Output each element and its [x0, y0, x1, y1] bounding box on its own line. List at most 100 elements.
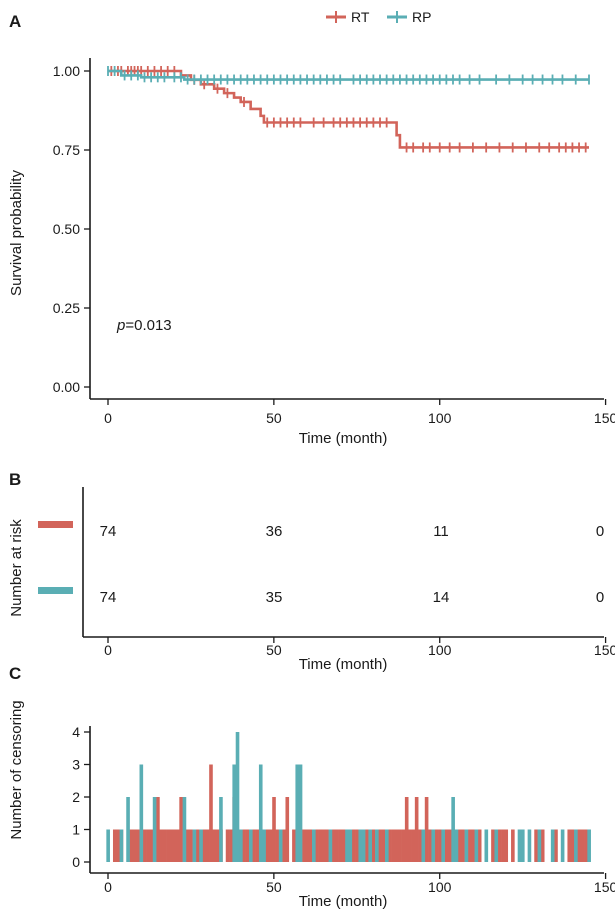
censor-bar-rp [454, 829, 459, 862]
censor-bar-rt [401, 829, 406, 862]
legend-label: RP [412, 9, 431, 25]
censor-bar-rt [471, 829, 475, 862]
censor-bar-rt [408, 829, 412, 862]
censor-bar-rt [584, 829, 588, 862]
censor-bar-rt [411, 829, 416, 862]
censor-bar-rt [398, 829, 402, 862]
censor-bar-rt [282, 829, 286, 862]
censor-bar-rp [106, 829, 110, 862]
censor-bar-rt [166, 829, 170, 862]
legend-label: RT [351, 9, 370, 25]
censor-bar-rp [239, 829, 243, 862]
censor-bar-rp [375, 829, 379, 862]
panel-c-y-tick-label: 4 [72, 724, 80, 740]
censor-bar-rt [302, 829, 306, 862]
censor-bar-rp [574, 829, 578, 862]
censor-bar-rp [484, 829, 489, 862]
censor-bar-rp [262, 829, 266, 862]
censor-bar-rp [550, 829, 555, 862]
censor-bar-rp [527, 829, 532, 862]
panel-b-ylabel: Number at risk [8, 519, 25, 617]
censor-bar-rt [202, 829, 207, 862]
censor-bar-rp [348, 829, 353, 862]
censor-bar-rt [112, 829, 117, 862]
censor-bar-rt [567, 829, 572, 862]
censor-bar-rt [504, 829, 509, 862]
censor-bar-rt [331, 829, 336, 862]
censor-bar-rp [358, 829, 363, 862]
censor-bar-rp [441, 829, 445, 862]
censor-bar-rt [418, 829, 422, 862]
censor-bar-rt [338, 829, 343, 862]
legend: RT RP [326, 9, 431, 25]
risk-row-key-rt [38, 521, 73, 528]
censor-bar-rt [570, 829, 575, 862]
risk-value-rp: 14 [433, 589, 450, 606]
censor-bar-rp [517, 829, 522, 862]
censor-bar-rt [185, 829, 190, 862]
panel-c-x-tick-label: 0 [104, 879, 112, 895]
censor-bar-rt [205, 829, 210, 862]
censor-bar-rt [540, 829, 545, 862]
panel-a-x-tick-label: 150 [594, 410, 615, 426]
censor-bar-rt [355, 829, 359, 862]
risk-value-rt: 0 [596, 523, 604, 540]
censor-bar-rp [235, 732, 240, 862]
censor-bar-rt [497, 829, 502, 862]
censor-bar-rt [142, 829, 147, 862]
panel-c-x-tick-label: 150 [594, 879, 615, 895]
censor-bar-rt [252, 829, 256, 862]
risk-value-rp: 0 [596, 589, 604, 606]
censor-bar-rp [494, 829, 499, 862]
censor-bar-rt [365, 829, 369, 862]
censor-bar-rp [368, 829, 373, 862]
panel-label-b: B [9, 470, 21, 489]
panel-c-y-tick-label: 1 [72, 822, 80, 838]
censor-bar-rt [511, 829, 515, 862]
panel-a-y-tick-label: 0.00 [53, 379, 80, 395]
censor-bar-rt [371, 829, 376, 862]
censor-bar-rp [258, 764, 263, 862]
censor-bar-rt [315, 829, 319, 862]
censor-bar-rp [587, 829, 591, 862]
censor-bar-rp [451, 797, 455, 862]
risk-value-rp: 35 [266, 589, 283, 606]
panel-c-censoring-plot: 0 1 2 3 4 0 50 100 150 [72, 724, 615, 895]
censor-bar-rp [139, 764, 144, 862]
censor-bar-rt [438, 829, 442, 862]
censor-bar-rp [312, 829, 316, 862]
panel-b-x-tick-label: 150 [594, 642, 615, 658]
censor-bar-rp [431, 829, 436, 862]
censor-bar-rt [394, 829, 399, 862]
panel-c-x-tick-label: 50 [266, 879, 282, 895]
panel-a-y-tick-label: 0.50 [53, 221, 80, 237]
censor-bar-rp [199, 829, 203, 862]
censor-bar-rt [156, 797, 160, 862]
panel-label-a: A [9, 12, 21, 31]
censor-bar-rt [189, 829, 193, 862]
censor-bar-rp [537, 829, 542, 862]
censor-bar-rt [428, 829, 432, 862]
risk-row-key-rp [38, 587, 73, 594]
censor-bar-rt [305, 829, 309, 862]
censor-bar-rt [388, 829, 392, 862]
censor-bar-rt [149, 829, 154, 862]
censor-bar-rt [391, 829, 396, 862]
censor-bar-rt [381, 829, 386, 862]
panel-a-x-tick-label: 100 [428, 410, 452, 426]
censor-bar-rt [414, 797, 419, 862]
p-value-prefix: p [116, 317, 125, 334]
p-value-annotation: p=0.013 [116, 317, 172, 334]
panel-a-y-tick-label: 0.75 [53, 142, 80, 158]
censor-bar-rp [560, 829, 565, 862]
censor-bar-rt [378, 829, 382, 862]
censor-bar-rt [434, 829, 439, 862]
km-curve-rt [108, 69, 589, 149]
panel-a-xlabel: Time (month) [299, 430, 388, 447]
censor-bar-rt [325, 829, 329, 862]
censor-bar-rt [225, 829, 230, 862]
censor-bar-rt [179, 797, 183, 862]
censor-bar-rt [272, 797, 276, 862]
censor-bar-rt [245, 829, 250, 862]
